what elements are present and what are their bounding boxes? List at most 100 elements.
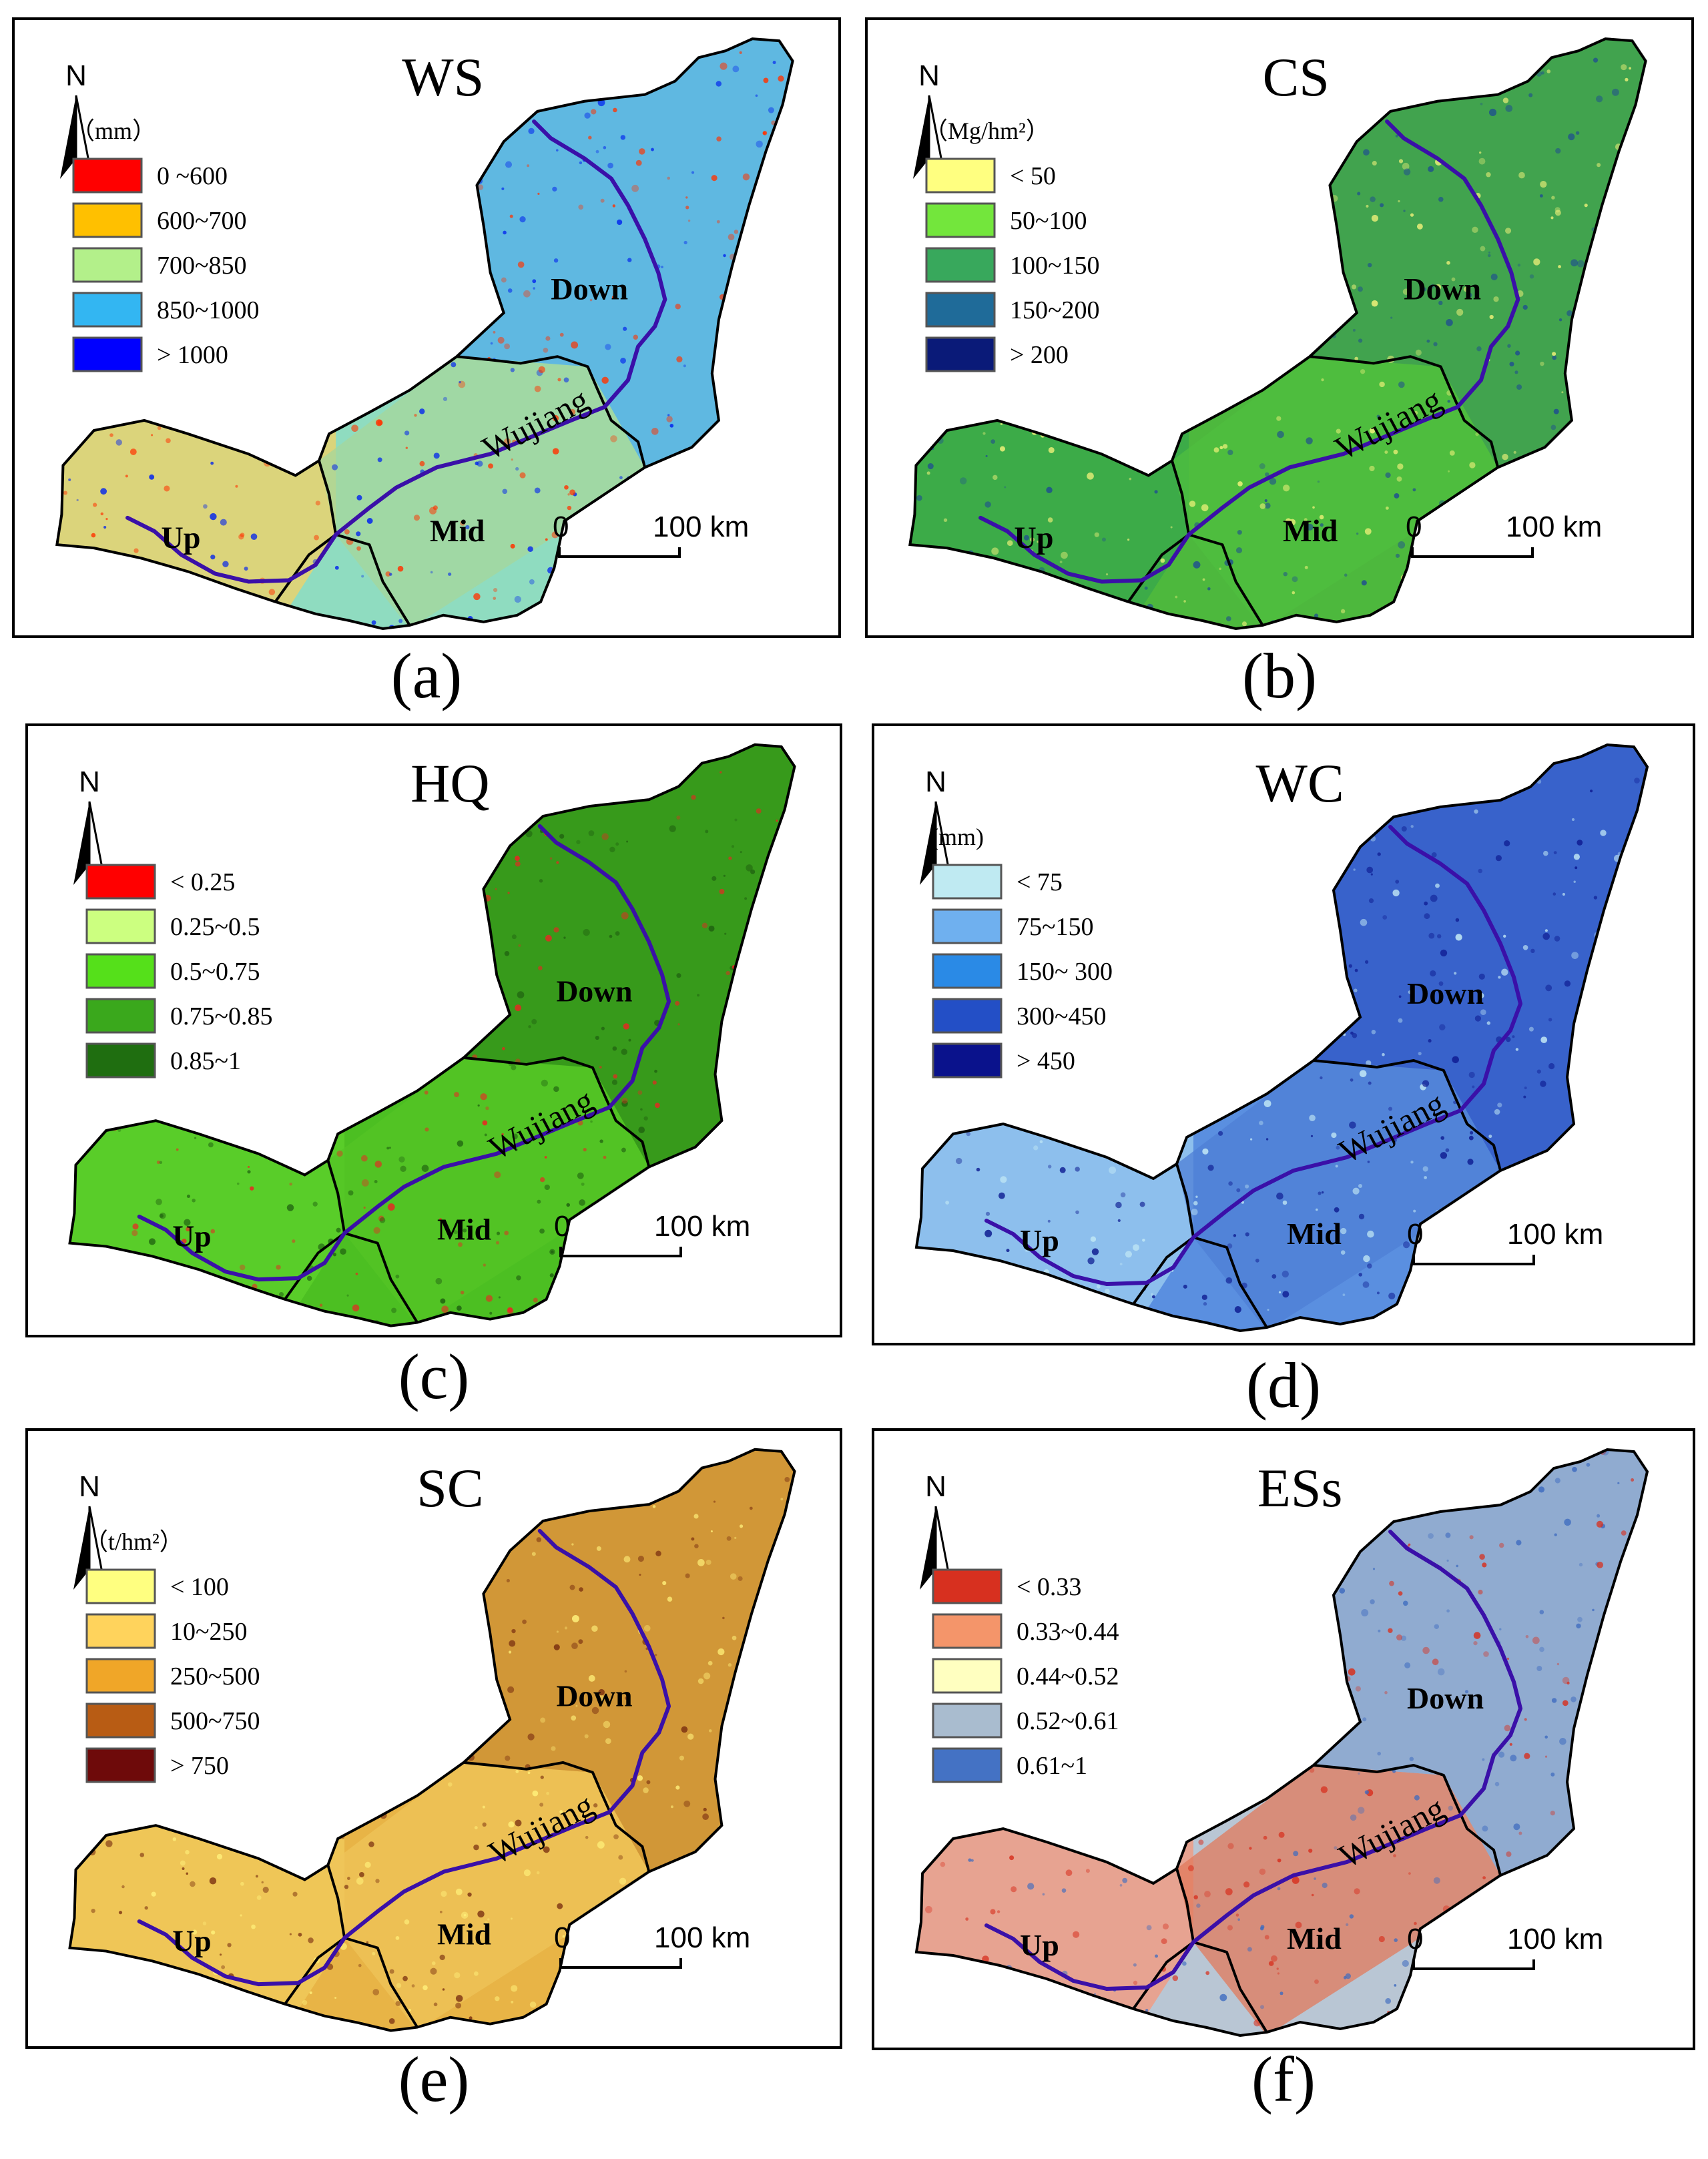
legend-swatch — [85, 1042, 156, 1078]
region-label-mid: Mid — [1283, 515, 1338, 549]
scale-end-label: 100 km — [653, 511, 749, 543]
legend-label: 700~850 — [157, 252, 247, 280]
legend-label: > 750 — [170, 1752, 229, 1780]
legend-label: > 200 — [1010, 341, 1069, 369]
legend-label: 0.52~0.61 — [1017, 1707, 1119, 1735]
legend-item: 150~ 300 — [932, 953, 1113, 989]
north-label: N — [925, 765, 946, 798]
panel-letter: (b) — [1242, 640, 1317, 711]
legend-unit: （t/hm²） — [84, 1528, 184, 1555]
map-title: HQ — [410, 753, 489, 814]
legend-swatch — [85, 908, 156, 944]
legend-swatch — [925, 336, 996, 372]
legend-swatch — [932, 908, 1003, 944]
legend-swatch — [72, 158, 143, 194]
legend-label: > 1000 — [157, 341, 228, 369]
legend-label: 0.85~1 — [170, 1047, 241, 1075]
legend-label: 500~750 — [170, 1707, 260, 1735]
legend-item: 0.25~0.5 — [85, 908, 260, 944]
legend-unit: （mm） — [71, 117, 156, 144]
legend-label: 600~700 — [157, 207, 247, 235]
legend-swatch — [85, 953, 156, 989]
scale-end-label: 100 km — [654, 1921, 750, 1954]
legend-unit: (mm) — [930, 824, 984, 850]
legend-label: 10~250 — [170, 1618, 248, 1646]
legend-swatch — [925, 247, 996, 283]
map-title: WC — [1256, 753, 1344, 814]
legend-swatch — [85, 1747, 156, 1783]
scale-zero-label: 0 — [553, 511, 569, 543]
north-label: N — [918, 59, 940, 92]
region-label-up: Up — [1014, 521, 1053, 555]
legend-label: 75~150 — [1017, 913, 1094, 941]
legend-item: 0.33~0.44 — [932, 1613, 1119, 1649]
legend-item: 0.85~1 — [85, 1042, 241, 1078]
legend-label: 150~200 — [1010, 296, 1100, 324]
region-label-mid: Mid — [437, 1917, 491, 1951]
scale-bar — [1412, 1255, 1535, 1265]
legend-swatch — [72, 336, 143, 372]
north-label: N — [65, 59, 87, 92]
map-title: SC — [416, 1458, 483, 1518]
legend-label: 0 ~600 — [157, 162, 228, 190]
legend-label: 0.33~0.44 — [1017, 1618, 1119, 1646]
region-label-down: Down — [1407, 976, 1484, 1010]
legend-item: 0.44~0.52 — [932, 1658, 1119, 1694]
legend-item: < 50 — [925, 158, 1056, 194]
region-label-up: Up — [172, 1924, 211, 1958]
legend-swatch — [85, 1568, 156, 1604]
panel-letter: (f) — [1251, 2044, 1316, 2115]
north-label: N — [925, 1470, 946, 1503]
region-label-mid: Mid — [437, 1213, 491, 1247]
legend-swatch — [72, 247, 143, 283]
scale-bar — [1411, 547, 1534, 558]
region-label-up: Up — [1020, 1223, 1059, 1257]
region-label-down: Down — [551, 273, 628, 307]
legend-item: < 100 — [85, 1568, 229, 1604]
scale-end-label: 100 km — [1507, 1923, 1603, 1955]
legend-label: 300~450 — [1017, 1002, 1107, 1030]
region-label-mid: Mid — [1287, 1217, 1342, 1251]
region-label-up: Up — [1020, 1928, 1059, 1962]
legend-label: 0.61~1 — [1017, 1752, 1087, 1780]
scale-bar — [559, 1247, 682, 1257]
legend-item: 0.52~0.61 — [932, 1703, 1119, 1739]
legend-item: 0.5~0.75 — [85, 953, 260, 989]
legend-label: 150~ 300 — [1017, 958, 1113, 986]
legend-swatch — [932, 1613, 1003, 1649]
scale-zero-label: 0 — [1407, 1923, 1423, 1955]
north-label: N — [79, 1470, 100, 1503]
legend-label: 0.25~0.5 — [170, 913, 260, 941]
legend-item: < 0.33 — [932, 1568, 1081, 1604]
region-label-down: Down — [1407, 1681, 1484, 1715]
legend-swatch — [932, 1703, 1003, 1739]
legend-label: < 100 — [170, 1573, 229, 1601]
legend-swatch — [932, 998, 1003, 1034]
region-label-up: Up — [172, 1219, 211, 1253]
panel-letter: (a) — [391, 640, 463, 711]
legend-item: > 1000 — [72, 336, 228, 372]
legend-swatch — [925, 158, 996, 194]
legend-label: 0.44~0.52 — [1017, 1662, 1119, 1690]
scale-zero-label: 0 — [1407, 1218, 1423, 1251]
legend-swatch — [72, 202, 143, 238]
legend-item: 0 ~600 — [72, 158, 228, 194]
legend-swatch — [932, 864, 1003, 900]
legend-item: > 200 — [925, 336, 1069, 372]
scale-zero-label: 0 — [554, 1921, 570, 1954]
legend-label: < 75 — [1017, 868, 1063, 896]
legend-label: < 0.33 — [1017, 1573, 1081, 1601]
legend-swatch — [85, 998, 156, 1034]
scale-bar — [559, 1958, 682, 1969]
legend-label: < 50 — [1010, 162, 1056, 190]
legend-item: 150~200 — [925, 292, 1100, 328]
panel-letter: (d) — [1246, 1349, 1321, 1421]
map-title: ESs — [1257, 1458, 1343, 1518]
legend-swatch — [925, 292, 996, 328]
legend-swatch — [85, 864, 156, 900]
legend-item: < 0.25 — [85, 864, 235, 900]
legend-item: 0.75~0.85 — [85, 998, 273, 1034]
